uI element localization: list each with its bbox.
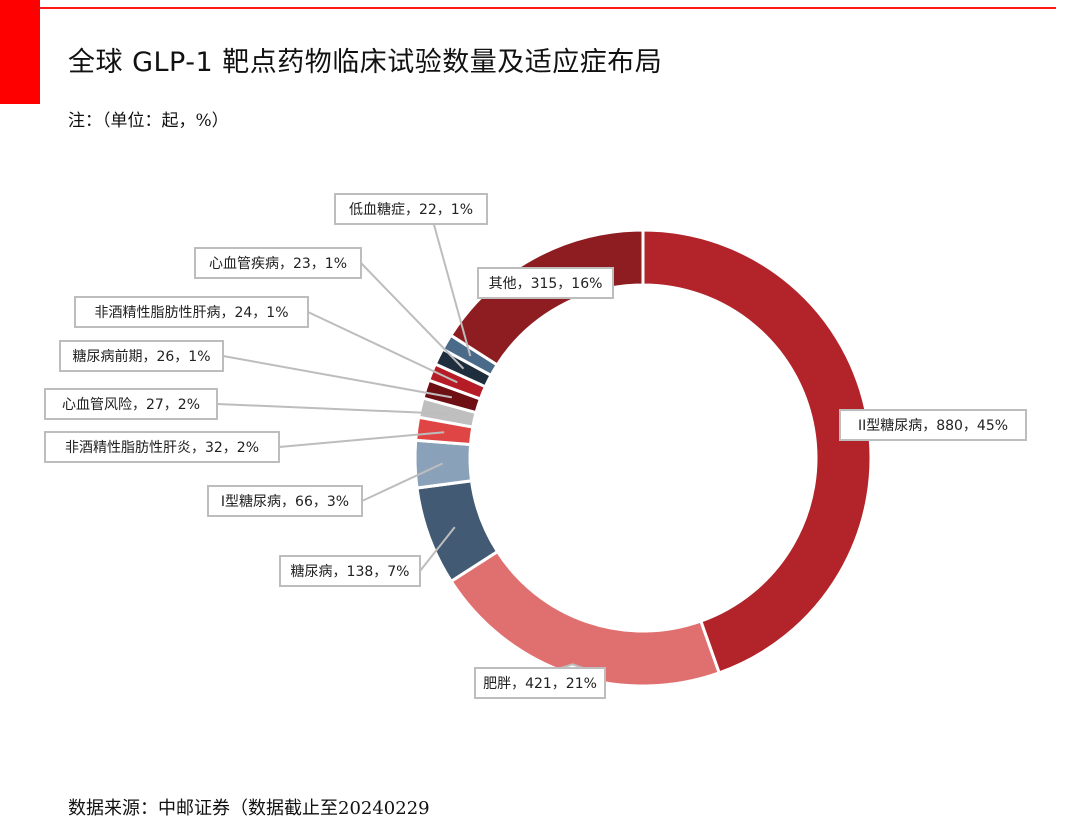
data-label-box	[59, 340, 224, 372]
top-rule	[40, 7, 1056, 9]
data-label-box	[474, 667, 606, 699]
data-label: II型糖尿病，880，45%	[858, 418, 1008, 434]
accent-bar	[0, 0, 40, 104]
slice-0	[641, 228, 873, 675]
data-label: I型糖尿病，66，3%	[221, 494, 349, 510]
leader-line	[278, 431, 445, 448]
data-label-box	[74, 296, 309, 328]
data-label: 心血管风险，27，2%	[62, 397, 200, 413]
data-labels: II型糖尿病，880，45% 肥胖，421，21% 糖尿病，138，7% I型糖尿病，…	[44, 193, 1027, 699]
data-label: 糖尿病，138，7%	[291, 564, 410, 580]
source-note: 数据来源：中邮证券（数据截止至20240229	[68, 798, 430, 819]
data-label: 糖尿病前期，26，1%	[72, 348, 210, 365]
slice-3	[413, 438, 474, 490]
leader-line	[360, 262, 465, 370]
data-label-box	[334, 193, 488, 225]
unit-note: 注：（单位：起，%）	[68, 111, 229, 131]
data-label: 非酒精性脂肪性肝炎，32，2%	[65, 440, 259, 456]
data-label-box	[207, 485, 363, 517]
data-label-box	[279, 555, 421, 587]
data-label: 心血管疾病，23，1%	[209, 256, 347, 272]
leader-line	[307, 311, 458, 384]
leader-line	[222, 355, 453, 399]
leader-line	[216, 403, 448, 415]
leader-lines	[216, 223, 842, 669]
data-label: 肥胖，421，21%	[483, 676, 597, 692]
leader-line	[432, 223, 472, 357]
data-label: 低血糖症，22，1%	[349, 202, 473, 218]
page-title: 全球 GLP-1 靶点药物临床试验数量及适应症布局	[68, 47, 663, 78]
data-label-box	[194, 247, 362, 279]
data-label: 其他，315，16%	[489, 276, 603, 292]
data-label: 非酒精性脂肪性肝病，24，1%	[94, 305, 288, 321]
slice-1	[449, 549, 722, 688]
leader-line	[419, 526, 456, 572]
data-label-box	[44, 431, 280, 463]
data-label-box	[44, 388, 218, 420]
data-label-box	[839, 409, 1027, 441]
data-label-box	[477, 267, 614, 299]
leader-line	[361, 462, 443, 502]
